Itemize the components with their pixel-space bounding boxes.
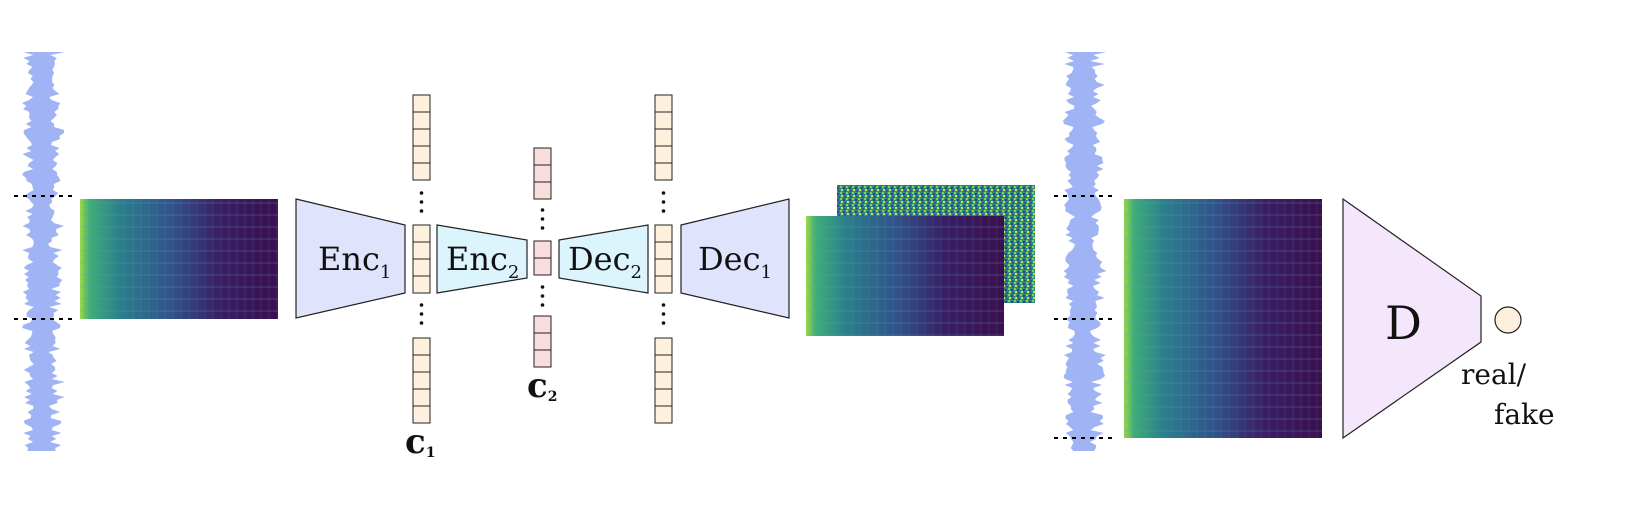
ellipsis-dot — [540, 294, 545, 298]
ellipsis-dot — [661, 321, 666, 325]
svg-text:c2: c2 — [527, 366, 557, 406]
generated-spectrogram — [806, 216, 1004, 336]
code-cell — [654, 162, 673, 181]
ellipsis-dot — [661, 191, 666, 195]
output-node — [1494, 306, 1522, 334]
code-cell — [654, 241, 673, 260]
ellipsis-dot — [661, 303, 666, 307]
code-cell — [412, 145, 431, 164]
decoder-1-label: Dec — [698, 240, 761, 278]
ellipsis-dot — [419, 303, 424, 307]
code-c2-subscript: 2 — [548, 389, 558, 405]
code-cell — [412, 354, 431, 373]
code-cell — [412, 405, 431, 424]
code-cell — [654, 337, 673, 356]
output-label-real: real/ — [1461, 358, 1527, 391]
code-cell — [654, 275, 673, 294]
ellipsis-dot — [540, 217, 545, 221]
decoder-1-subscript: 1 — [761, 262, 772, 283]
waveform-shape — [22, 52, 66, 451]
encoder-1-subscript: 1 — [380, 262, 391, 283]
encoder-2-label: Enc — [446, 240, 508, 278]
ellipsis-dot — [540, 208, 545, 212]
ellipsis-dot — [661, 200, 666, 204]
code-cell — [412, 258, 431, 277]
code-cell — [412, 162, 431, 181]
code-cell — [533, 147, 552, 166]
waveform-shape — [1063, 52, 1107, 451]
code-cell — [533, 164, 552, 183]
encoder-2-subscript: 2 — [508, 262, 519, 283]
code-c2-label: c — [527, 366, 548, 406]
ellipsis-dot — [419, 200, 424, 204]
ellipsis-dot — [540, 285, 545, 289]
code-cell — [654, 224, 673, 243]
encoder-2: Enc2 — [436, 224, 528, 294]
code-cell — [654, 354, 673, 373]
code-cell — [654, 111, 673, 130]
code-cell — [654, 258, 673, 277]
ellipsis-dot — [419, 312, 424, 316]
code-cell — [533, 181, 552, 200]
discriminator-label: D — [1385, 296, 1422, 350]
code-c2-column — [533, 147, 552, 368]
decoder-2-subscript: 2 — [631, 262, 642, 283]
code-cell — [412, 371, 431, 390]
code-cell — [654, 388, 673, 407]
code-cell — [412, 224, 431, 243]
code-cell — [533, 349, 552, 368]
code-cell — [533, 257, 552, 276]
real-waveform — [1063, 52, 1107, 451]
ellipsis-dot — [419, 209, 424, 213]
code-cell — [654, 128, 673, 147]
encoder-1-label: Enc — [318, 240, 380, 278]
decoder-2-label: Dec — [568, 240, 631, 278]
code-cell — [412, 241, 431, 260]
code-c1-label: c — [405, 422, 426, 462]
svg-text:c1: c1 — [405, 422, 435, 462]
code-cell — [412, 128, 431, 147]
decoder-2: Dec2 — [558, 224, 649, 294]
code-cell — [654, 145, 673, 164]
input-waveform — [22, 52, 66, 451]
discriminator: D — [1342, 197, 1482, 440]
decoder-1: Dec1 — [680, 198, 790, 319]
svg-text:Dec1: Dec1 — [698, 240, 772, 283]
code-cell — [533, 332, 552, 351]
code-c1-column — [412, 94, 431, 424]
code-cell — [412, 94, 431, 113]
input-spectrogram — [80, 199, 278, 319]
code-cell — [412, 388, 431, 407]
svg-text:Enc2: Enc2 — [446, 240, 519, 283]
code-cell — [654, 371, 673, 390]
decoded-code-column — [654, 94, 673, 424]
encoder-1: Enc1 — [295, 198, 406, 319]
svg-text:Enc1: Enc1 — [318, 240, 391, 283]
ellipsis-dot — [419, 191, 424, 195]
ellipsis-dot — [661, 312, 666, 316]
ellipsis-dot — [661, 209, 666, 213]
code-cell — [654, 405, 673, 424]
ellipsis-dot — [419, 321, 424, 325]
output-label-fake: fake — [1494, 398, 1555, 431]
ellipsis-dot — [540, 303, 545, 307]
code-c1-subscript: 1 — [426, 445, 436, 461]
code-cell — [533, 315, 552, 334]
code-cell — [412, 337, 431, 356]
code-cell — [412, 275, 431, 294]
code-cell — [654, 94, 673, 113]
real-spectrogram — [1124, 199, 1322, 438]
svg-text:Dec2: Dec2 — [568, 240, 642, 283]
code-cell — [533, 240, 552, 259]
code-cell — [412, 111, 431, 130]
ellipsis-dot — [540, 226, 545, 230]
